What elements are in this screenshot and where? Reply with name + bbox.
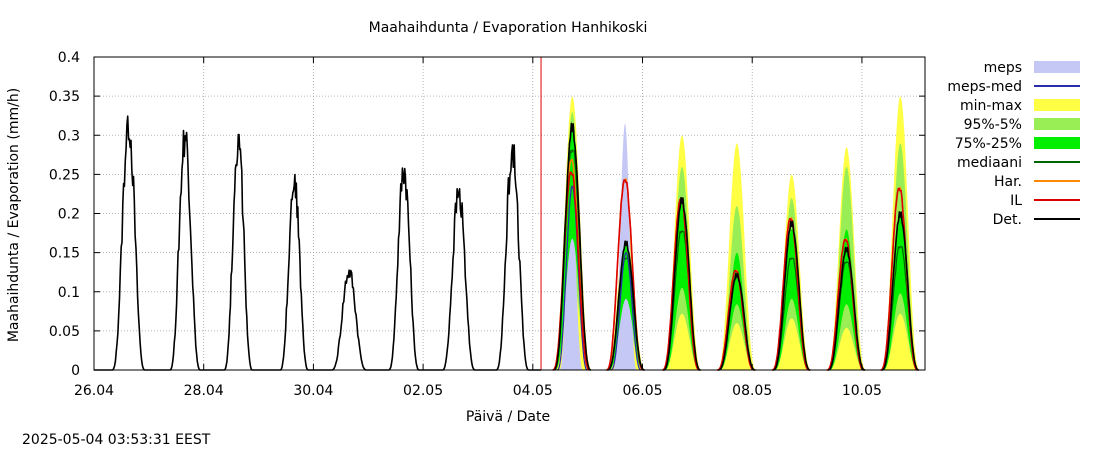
x-tick-label: 10.05 bbox=[842, 383, 882, 399]
meps-band bbox=[559, 186, 584, 370]
det-line bbox=[607, 240, 645, 371]
det-line bbox=[663, 196, 701, 371]
x-tick-label: 30.04 bbox=[293, 383, 333, 399]
det-line bbox=[718, 272, 756, 371]
legend-swatch bbox=[1034, 118, 1080, 130]
legend-swatch bbox=[1034, 99, 1080, 111]
legend-label: IL bbox=[1010, 193, 1022, 209]
legend-swatch bbox=[1034, 137, 1080, 149]
legend-label: mediaani bbox=[957, 155, 1022, 171]
det-line bbox=[881, 211, 920, 371]
legend: meps meps-med min-max 95%-5% 75%-25% mediaani… bbox=[947, 60, 1080, 228]
legend-label: meps-med bbox=[947, 79, 1022, 95]
meps-med-line bbox=[610, 252, 642, 371]
legend-label: Har. bbox=[994, 174, 1022, 190]
y-tick-label: 0.25 bbox=[49, 167, 80, 183]
legend-label: 95%-5% bbox=[964, 117, 1022, 133]
legend-label: Det. bbox=[993, 212, 1022, 228]
plot-area bbox=[94, 57, 925, 371]
p75-p25-band bbox=[664, 197, 700, 370]
y-axis-label: Maahaihdunta / Evaporation (mm/h) bbox=[6, 88, 22, 342]
y-tick-label: 0.4 bbox=[58, 50, 80, 66]
legend-label: meps bbox=[984, 60, 1022, 76]
y-tick-label: 0.05 bbox=[49, 324, 80, 340]
y-tick-label: 0.3 bbox=[58, 128, 80, 144]
legend-label: 75%-25% bbox=[955, 136, 1022, 152]
x-tick-label: 08.05 bbox=[732, 383, 772, 399]
x-tick-label: 02.05 bbox=[403, 383, 443, 399]
chart-title: Maahaihdunta / Evaporation Hanhikoski bbox=[369, 20, 648, 36]
det-line bbox=[553, 122, 592, 371]
y-tick-label: 0.1 bbox=[58, 285, 80, 301]
p75-p25-band bbox=[882, 213, 918, 370]
x-axis-label: Päivä / Date bbox=[466, 409, 550, 425]
x-tick-label: 04.05 bbox=[513, 383, 553, 399]
x-tick-label: 28.04 bbox=[184, 383, 224, 399]
y-tick-label: 0 bbox=[71, 363, 80, 379]
il-line bbox=[826, 238, 865, 371]
x-tick-label: 06.05 bbox=[622, 383, 662, 399]
timestamp: 2025-05-04 03:53:31 EEST bbox=[22, 432, 211, 448]
axes: 0 0.05 0.1 0.15 0.2 0.25 0.3 0.35 0.4 26.04 28.04 3… bbox=[49, 50, 926, 399]
p75-p25-band bbox=[774, 229, 810, 370]
legend-label: min-max bbox=[960, 98, 1022, 114]
x-tick-label: 26.04 bbox=[74, 383, 114, 399]
y-tick-label: 0.35 bbox=[49, 89, 80, 105]
det-line bbox=[773, 220, 811, 371]
det-line bbox=[827, 246, 866, 371]
meps-med-line bbox=[556, 185, 588, 371]
legend-swatch bbox=[1034, 61, 1080, 73]
y-tick-label: 0.2 bbox=[58, 207, 80, 223]
y-tick-label: 0.15 bbox=[49, 246, 80, 262]
il-line bbox=[771, 218, 810, 371]
il-line bbox=[717, 269, 755, 371]
